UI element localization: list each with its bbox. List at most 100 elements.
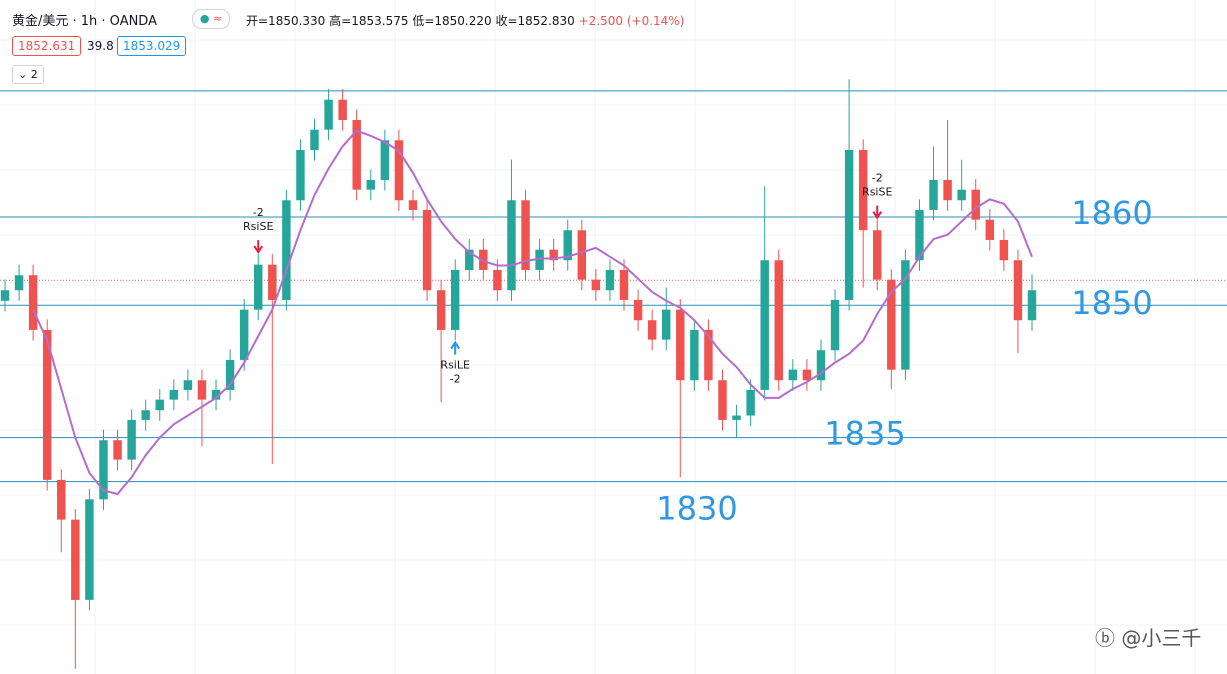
- signal-label: RsiLE: [440, 359, 470, 372]
- symbol-title[interactable]: 黄金/美元 · 1h · OANDA: [12, 14, 157, 29]
- watermark: ⓑ @小三千: [1095, 626, 1202, 650]
- candle-body: [324, 99, 333, 130]
- candle-body: [887, 279, 896, 370]
- candle: [661, 287, 671, 351]
- candle: [183, 369, 193, 401]
- level-label: 1860: [1071, 194, 1152, 232]
- candle: [999, 229, 1009, 271]
- candle-body: [563, 230, 572, 261]
- candle-body: [465, 249, 474, 270]
- candle: [127, 409, 136, 471]
- candle: [521, 189, 530, 281]
- candle-body: [408, 200, 418, 210]
- candle-body: [436, 290, 446, 330]
- candle: [268, 254, 277, 465]
- candle-body: [225, 359, 235, 390]
- ask-price[interactable]: 1853.029: [117, 36, 187, 56]
- candle-body: [422, 209, 432, 291]
- signal-arrow: [253, 240, 264, 254]
- candle-body: [985, 219, 995, 240]
- signal-label: RsiSE: [243, 220, 273, 233]
- candle: [380, 129, 390, 191]
- candle-body: [746, 389, 755, 416]
- bid-price[interactable]: 1852.631: [12, 36, 82, 56]
- candle: [816, 339, 826, 391]
- candle-body: [633, 299, 643, 321]
- candle-body: [943, 179, 952, 201]
- candle-body: [971, 189, 980, 220]
- candle: [169, 379, 179, 411]
- candle-body: [1013, 260, 1023, 321]
- ohlc-low: 低=1850.220: [412, 14, 492, 28]
- candle-body: [690, 329, 699, 381]
- indicator-count: 2: [30, 68, 38, 81]
- candle-body: [99, 440, 108, 500]
- candle-body: [915, 209, 924, 261]
- moving-average: [32, 129, 1033, 496]
- watermark-text: @小三千: [1121, 626, 1202, 650]
- candle-body: [605, 269, 615, 291]
- candle: [296, 139, 305, 211]
- status-badge[interactable]: ● ≈: [192, 9, 230, 29]
- candle-body: [661, 309, 671, 340]
- candle: [394, 129, 404, 211]
- candle: [42, 319, 52, 491]
- candle-body: [28, 275, 38, 330]
- candle: [591, 269, 601, 301]
- candle: [858, 139, 868, 288]
- candle: [844, 79, 854, 311]
- candle-body: [282, 200, 291, 300]
- candle: [690, 319, 699, 391]
- level-label: 1835: [824, 415, 905, 453]
- candle: [718, 369, 727, 431]
- candle-body: [268, 264, 277, 300]
- candle-body: [929, 179, 938, 210]
- ohlc-close: 收=1852.830: [495, 14, 575, 28]
- signal-qty: -2: [450, 373, 461, 386]
- candle: [465, 239, 474, 281]
- candle: [1027, 274, 1037, 331]
- candle: [352, 109, 361, 201]
- candle-body: [774, 260, 783, 381]
- candle-body: [169, 389, 179, 400]
- candle: [324, 89, 333, 141]
- indicator-toggle[interactable]: ⌄ 2: [12, 65, 44, 84]
- candle-body: [802, 369, 812, 381]
- candle-body: [380, 140, 390, 180]
- candle-body: [42, 329, 52, 480]
- candle-body: [0, 290, 10, 301]
- candle: [14, 264, 24, 301]
- candle: [282, 189, 291, 311]
- candle-body: [704, 329, 713, 381]
- candle: [943, 119, 952, 211]
- candle: [676, 299, 685, 478]
- candle-body: [816, 350, 826, 381]
- candle: [450, 259, 460, 341]
- candle-body: [901, 260, 910, 370]
- candle: [760, 186, 769, 401]
- candle: [141, 399, 150, 431]
- signal-label: RsiSE: [862, 186, 892, 199]
- candle-body: [296, 149, 305, 201]
- candle: [633, 289, 643, 331]
- candle-body: [155, 399, 164, 411]
- candle-body: [591, 279, 601, 291]
- candle-body: [310, 129, 319, 150]
- candle: [197, 369, 207, 447]
- candle-body: [127, 419, 136, 460]
- candle: [366, 169, 376, 201]
- candle-body: [521, 200, 530, 270]
- candle-body: [113, 440, 122, 460]
- candle-body: [57, 479, 66, 520]
- candle-body: [619, 269, 629, 300]
- candle-body: [858, 149, 868, 231]
- candle: [57, 469, 66, 553]
- candle: [155, 389, 164, 421]
- candle: [802, 359, 812, 391]
- candle: [99, 429, 108, 510]
- candle: [507, 159, 516, 301]
- candle-body: [254, 264, 263, 310]
- candle: [0, 279, 10, 312]
- candle-body: [1027, 290, 1037, 321]
